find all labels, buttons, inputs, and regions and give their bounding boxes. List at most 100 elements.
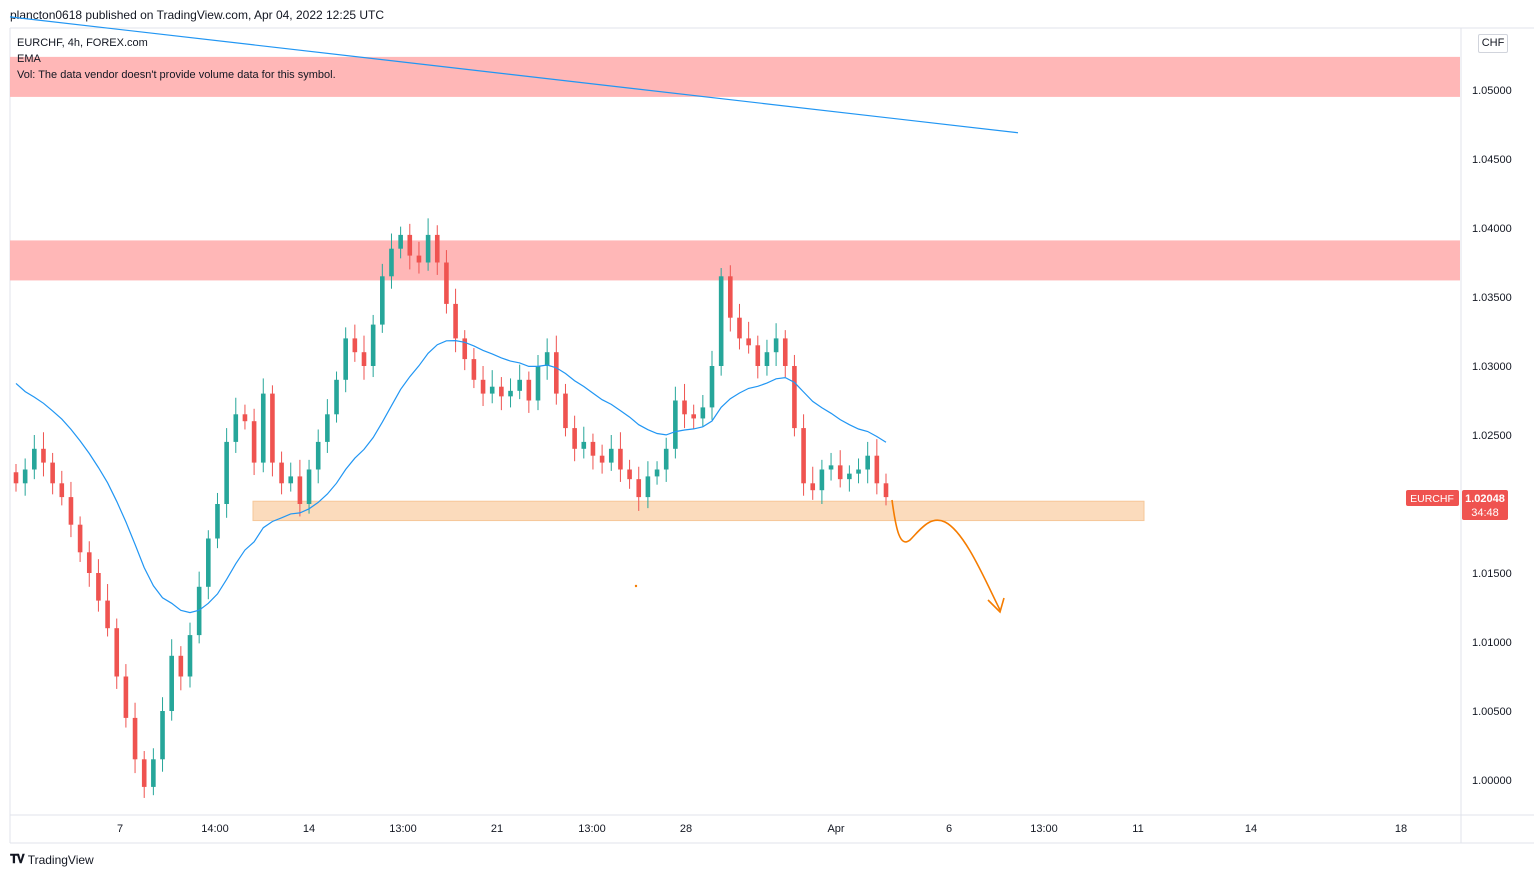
candle-body: [407, 234, 413, 256]
candle: [728, 265, 733, 332]
candle: [627, 459, 632, 489]
volume-note: Vol: The data vendor doesn't provide vol…: [17, 69, 336, 81]
candle-body: [563, 393, 568, 429]
x-tick-label: 28: [680, 823, 692, 835]
candle: [581, 426, 587, 459]
candle-body: [425, 234, 431, 263]
candle: [151, 748, 156, 796]
y-tick-label: 1.04000: [1472, 223, 1512, 235]
candle: [810, 466, 816, 500]
symbol-info[interactable]: EURCHF, 4h, FOREX.com: [17, 37, 148, 49]
y-tick-label: 1.00000: [1472, 775, 1512, 787]
candle-body: [178, 655, 184, 677]
candle: [737, 303, 742, 350]
candle-body: [682, 400, 687, 415]
candle-body: [96, 573, 101, 601]
axis-frame: [9, 27, 1534, 844]
currency-button[interactable]: CHF: [1478, 34, 1508, 53]
candle-body: [782, 338, 788, 366]
candle-body: [215, 504, 220, 539]
candle: [416, 241, 422, 274]
candle-body: [865, 455, 870, 470]
candle-body: [663, 448, 669, 470]
candle-body: [764, 352, 770, 366]
price-badge: [1462, 490, 1508, 520]
candle-body: [755, 345, 761, 366]
candle: [105, 584, 110, 637]
candle: [242, 404, 248, 430]
candle: [801, 414, 806, 496]
x-tick-label: 11: [1132, 823, 1143, 835]
candle-body: [810, 483, 816, 491]
y-tick-label: 1.02500: [1472, 430, 1512, 442]
candle: [389, 233, 394, 289]
candle: [636, 466, 642, 511]
trendline-segment: [9, 16, 1019, 134]
candle-body: [627, 469, 632, 480]
y-tick-label: 1.04500: [1472, 154, 1512, 166]
candle-body: [352, 338, 358, 353]
candle: [837, 450, 843, 488]
candle: [618, 432, 623, 482]
candle-body: [196, 586, 202, 636]
ema-path: [15, 339, 887, 614]
candle-body: [636, 479, 642, 498]
candle-body: [160, 711, 165, 760]
candle: [883, 473, 889, 506]
y-tick-label: 1.03500: [1472, 292, 1512, 304]
candle: [315, 429, 321, 484]
publish-info: plancton0618 published on TradingView.co…: [10, 8, 385, 22]
candle: [755, 335, 761, 379]
candle-body: [526, 379, 532, 401]
y-tick-label: 1.00500: [1472, 706, 1512, 718]
candle-body: [654, 469, 660, 477]
candle: [874, 439, 880, 495]
candle-body: [59, 483, 65, 498]
price-axis[interactable]: 1.05000 1.04500 1.04000 1.03500 1.03000 1.025…: [1472, 85, 1512, 787]
candle: [215, 492, 220, 549]
zone-resistance-mid: [10, 240, 1460, 281]
candle: [370, 314, 376, 378]
x-tick-label: 7: [117, 823, 123, 835]
candle-body: [141, 759, 147, 787]
candle-body: [50, 462, 55, 484]
ema-label[interactable]: EMA: [17, 53, 41, 65]
candle-body: [13, 472, 19, 484]
candle-body: [251, 421, 257, 463]
candle: [96, 559, 101, 612]
candle: [361, 335, 367, 380]
candle-body: [270, 393, 275, 463]
candle-body: [41, 448, 46, 463]
candle: [499, 377, 504, 411]
candle: [682, 383, 687, 429]
candle: [590, 433, 596, 470]
candle: [444, 250, 449, 314]
candle-body: [608, 448, 614, 463]
candle: [123, 664, 129, 728]
footer-brand[interactable]: 𝐓𝐕 TradingView: [10, 852, 94, 867]
candle: [398, 226, 403, 259]
candle: [352, 324, 358, 362]
candle: [279, 451, 284, 495]
candle-body: [618, 448, 623, 470]
candle-body: [444, 262, 449, 304]
brand-name: TradingView: [27, 852, 94, 867]
candle: [480, 366, 486, 407]
candle: [59, 470, 65, 506]
candle-body: [819, 469, 825, 491]
candle-body: [206, 538, 211, 587]
price-badge-value: 1.02048: [1465, 493, 1505, 505]
candle-body: [645, 476, 651, 498]
candlesticks: [13, 218, 889, 798]
x-tick-label: 14: [1245, 823, 1257, 835]
candle: [599, 444, 605, 474]
candle-body: [334, 379, 339, 415]
candle: [764, 339, 770, 376]
candle-body: [132, 717, 138, 760]
candle: [462, 330, 468, 371]
time-axis[interactable]: 7 14:00 14 13:00 21 13:00 28 Apr 6 13:00 11 14 18: [117, 823, 1407, 835]
candle: [471, 348, 477, 389]
candle: [865, 441, 870, 484]
candle-body: [508, 390, 513, 397]
